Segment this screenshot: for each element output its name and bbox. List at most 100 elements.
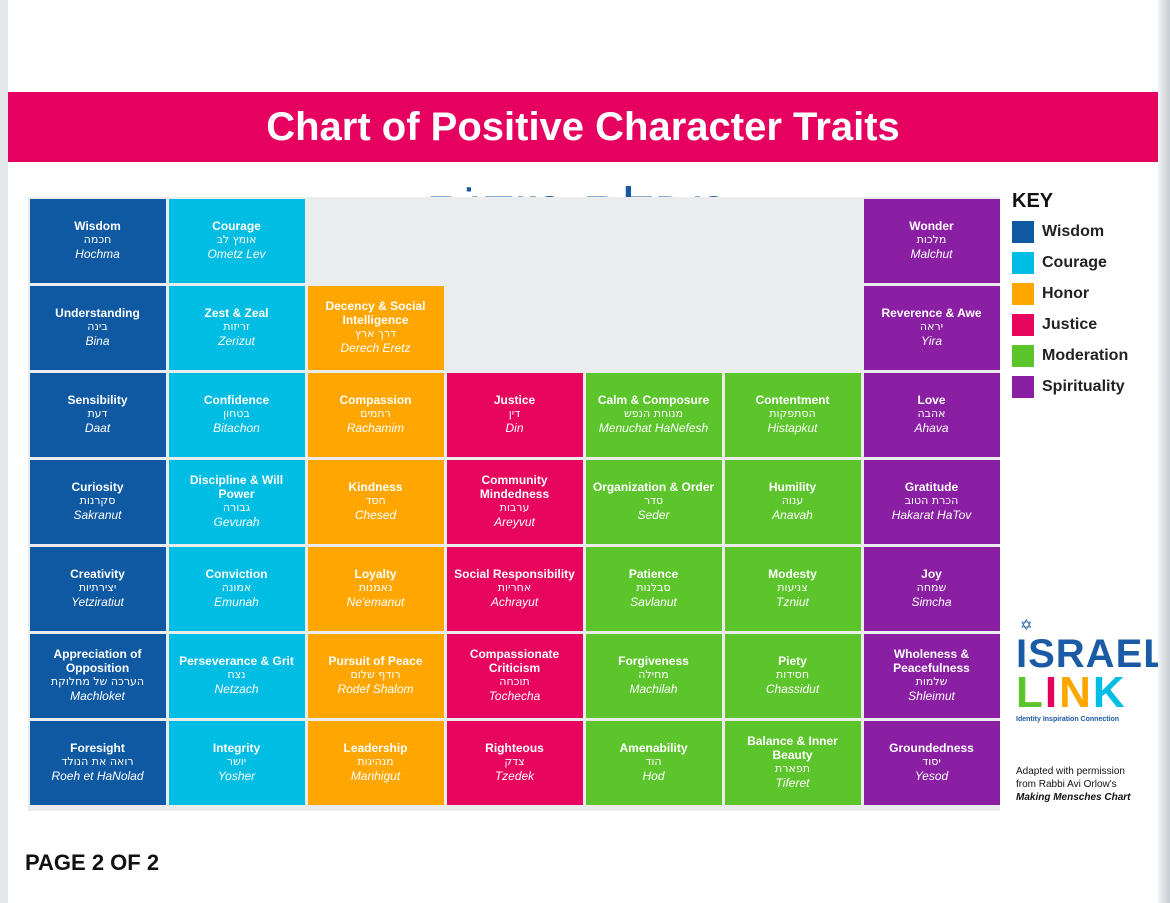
trait-transliteration: Areyvut (494, 515, 535, 529)
trait-hebrew: דרך ארץ (354, 327, 397, 340)
trait-hebrew: צניעות (777, 581, 808, 594)
trait-name: Compassionate Criticism (469, 647, 560, 675)
trait-cell: Zest & Zeal זריזות Zerizut (168, 285, 305, 370)
trait-cell: Foresight רואה את הנולד Roeh et HaNolad (29, 720, 166, 805)
key-title: KEY (1012, 190, 1054, 212)
trait-transliteration: Tzniut (776, 595, 809, 609)
israel-link-logo: ✡ ISRAEL LINK Identity Inspiration Conne… (1016, 618, 1168, 730)
trait-transliteration: Rodef Shalom (337, 682, 414, 696)
trait-cell: Patience סבלנות Savlanut (585, 546, 722, 631)
trait-cell: Courage אומץ לב Ometz Lev (168, 198, 305, 283)
trait-hebrew: רואה את הנולד (61, 755, 134, 768)
trait-name: Amenability (619, 741, 688, 755)
trait-transliteration: Achrayut (490, 595, 539, 609)
trait-transliteration: Derech Eretz (340, 341, 411, 355)
trait-cell: Sensibility דעת Daat (29, 372, 166, 457)
trait-hebrew: אמונה (221, 581, 252, 594)
trait-cell: Calm & Composure מנוחת הנפש Menuchat HaNef… (585, 372, 722, 457)
trait-hebrew: יושר (226, 755, 247, 768)
trait-name: Understanding (55, 306, 140, 320)
trait-name: Wisdom (74, 219, 121, 233)
trait-hebrew: בינה (87, 320, 108, 333)
trait-cell: Kindness חסד Chesed (307, 459, 444, 544)
trait-transliteration: Manhigut (350, 769, 401, 783)
trait-name: Modesty (768, 567, 817, 581)
trait-transliteration: Ahava (914, 421, 949, 435)
chart-title: Chart of Positive Character Traits (266, 104, 900, 149)
trait-hebrew: הערכה של מחלוקת (50, 675, 145, 688)
key-item: Courage (1012, 247, 1152, 278)
trait-name: Courage (212, 219, 261, 233)
trait-cell: Social Responsibility אחריות Achrayut (446, 546, 583, 631)
trait-hebrew: גבורה (222, 501, 251, 514)
trait-hebrew: ענוה (781, 494, 804, 507)
trait-transliteration: Hod (642, 769, 665, 783)
trait-hebrew: נאמנות (358, 581, 393, 594)
trait-cell: Piety חסידות Chassidut (724, 633, 861, 718)
trait-hebrew: נצח (227, 668, 246, 681)
trait-hebrew: חכמה (83, 233, 112, 246)
trait-transliteration: Histapkut (767, 421, 818, 435)
trait-name: Social Responsibility (454, 567, 575, 581)
logo-tagline: Identity Inspiration Connection (1016, 716, 1120, 723)
credit-line: Adapted with permission (1016, 766, 1125, 777)
trait-transliteration: Daat (84, 421, 111, 435)
trait-cell: Forgiveness מחילה Machilah (585, 633, 722, 718)
trait-transliteration: Sakranut (73, 508, 122, 522)
trait-name: Loyalty (354, 567, 397, 581)
trait-name: Pursuit of Peace (328, 654, 423, 668)
page-number: PAGE 2 OF 2 (25, 850, 160, 875)
color-swatch (1012, 220, 1034, 243)
trait-cell: Joy שמחה Simcha (863, 546, 1000, 631)
trait-cell: Modesty צניעות Tzniut (724, 546, 861, 631)
color-key: KEY Wisdom Courage Honor Justice Moderation S… (1012, 190, 1152, 415)
trait-hebrew: בטחון (223, 407, 250, 420)
logo-letter: L (1016, 668, 1045, 717)
trait-cell: Wholeness & Peacefulness שלמות Shleimut (863, 633, 1000, 718)
trait-hebrew: הסתפקות (769, 407, 816, 420)
trait-hebrew: הוד (645, 755, 662, 768)
key-item: Justice (1012, 309, 1152, 340)
trait-name: Compassion (339, 393, 412, 407)
trait-hebrew: יצירתיות (78, 581, 117, 594)
trait-name: Love (917, 393, 946, 407)
trait-cell: Discipline & Will Power גבורה Gevurah (168, 459, 305, 544)
trait-name: Balance & Inner Beauty (747, 734, 838, 762)
logo-word-link: LINK (1016, 670, 1156, 716)
trait-name: Wonder (909, 219, 954, 233)
trait-name: Piety (778, 654, 807, 668)
trait-transliteration: Yosher (217, 769, 256, 783)
trait-cell: Conviction אמונה Emunah (168, 546, 305, 631)
trait-cell: Love אהבה Ahava (863, 372, 1000, 457)
key-label: Wisdom (1042, 222, 1105, 240)
trait-transliteration: Roeh et HaNolad (51, 769, 144, 783)
trait-name: Zest & Zeal (204, 306, 269, 320)
document-page: Chart of Positive Character Traits טַבְל… (8, 0, 1168, 903)
trait-name: Foresight (70, 741, 125, 755)
title-banner: Chart of Positive Character Traits (8, 92, 1158, 162)
trait-transliteration: Gevurah (213, 515, 260, 529)
color-swatch (1012, 344, 1034, 367)
trait-hebrew: סדר (643, 494, 664, 507)
trait-hebrew: מלכות (916, 233, 947, 246)
color-swatch (1012, 375, 1034, 398)
trait-cell: Understanding בינה Bina (29, 285, 166, 370)
trait-cell: Balance & Inner Beauty תפארת Tiferet (724, 720, 861, 805)
trait-hebrew: יראה (919, 320, 944, 333)
trait-transliteration: Malchut (910, 247, 953, 261)
trait-cell: Wisdom חכמה Hochma (29, 198, 166, 283)
trait-cell: Reverence & Awe יראה Yira (863, 285, 1000, 370)
trait-hebrew: צדק (504, 755, 525, 768)
trait-transliteration: Yira (920, 334, 943, 348)
trait-cell: Community Mindedness ערבות Areyvut (446, 459, 583, 544)
trait-cell: Perseverance & Grit נצח Netzach (168, 633, 305, 718)
trait-name: Perseverance & Grit (179, 654, 294, 668)
trait-name: Humility (768, 480, 817, 494)
trait-name: Integrity (212, 741, 261, 755)
trait-name: Justice (493, 393, 536, 407)
trait-name: Joy (921, 567, 942, 581)
trait-transliteration: Ometz Lev (207, 247, 266, 261)
trait-transliteration: Savlanut (630, 595, 677, 609)
key-label: Spirituality (1042, 377, 1125, 395)
trait-cell: Groundedness יסוד Yesod (863, 720, 1000, 805)
